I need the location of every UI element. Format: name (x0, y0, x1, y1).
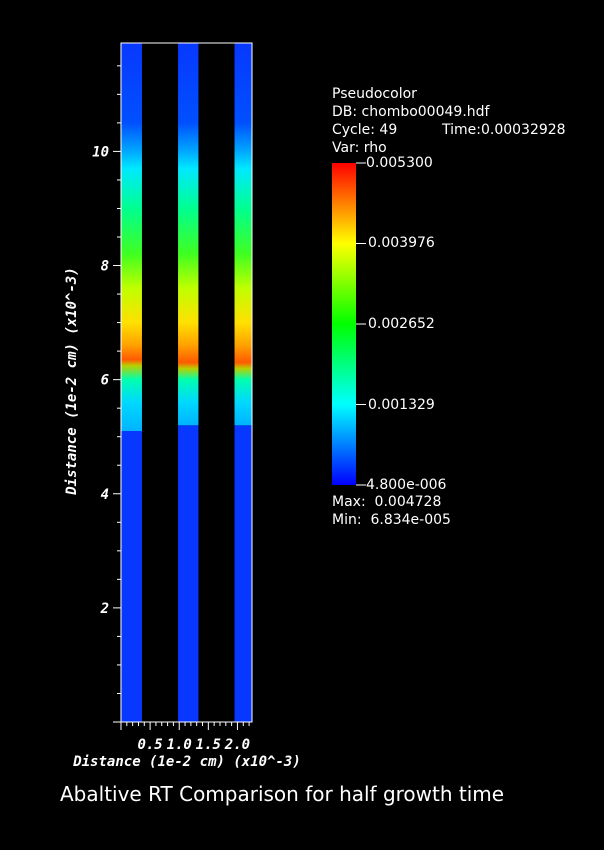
y-tick-label: 8 (101, 259, 109, 275)
x-axis-label: Distance (1e-2 cm) (x10^-3) (72, 754, 301, 770)
legend-db: DB: chombo00049.hdf (332, 104, 490, 120)
x-tick-label: 2.0 (224, 737, 250, 753)
y-tick-label: 6 (101, 373, 109, 389)
colorbar-label-2: 0.002652 (368, 316, 435, 332)
colorbar-label-4: 4.800e-006 (366, 477, 447, 493)
colorbar-label-3: 0.001329 (368, 397, 435, 413)
footer-title: Abaltive RT Comparison for half growth t… (60, 782, 505, 806)
y-axis-ticks: 2 4 6 8 10 (92, 65, 121, 723)
column-2-lower-region (234, 425, 252, 722)
data-columns (121, 43, 252, 722)
x-axis-ticks: 0.5 1.0 1.5 2.0 (120, 722, 250, 753)
x-tick-label: 0.5 (137, 737, 162, 753)
legend-plot-type: Pseudocolor (332, 86, 417, 102)
column-1-mixing-region (178, 43, 199, 426)
colorbar (332, 163, 356, 485)
y-tick-label: 4 (101, 487, 109, 503)
legend-cycle: Cycle: 49 (332, 122, 398, 138)
column-0-mixing-region (121, 43, 142, 431)
colorbar-label-1: 0.003976 (368, 235, 435, 251)
legend-var: Var: rho (332, 140, 387, 156)
column-0-lower-region (121, 431, 142, 722)
plot-frame (120, 42, 253, 723)
axes-box (120, 42, 253, 723)
y-axis-label: Distance (1e-2 cm) (x10^-3) (64, 267, 80, 496)
colorbar-label-0: 0.005300 (366, 155, 433, 171)
colorbar-ticks (356, 162, 366, 486)
legend-max: Max: 0.004728 (332, 494, 442, 510)
y-tick-label: 2 (100, 601, 109, 617)
column-1-lower-region (178, 425, 199, 722)
legend-min: Min: 6.834e-005 (332, 512, 451, 528)
x-tick-label: 1.5 (196, 737, 221, 753)
legend-time: Time:0.00032928 (442, 122, 566, 138)
x-tick-label: 1.0 (167, 737, 192, 753)
y-tick-label: 10 (92, 144, 109, 160)
column-2-mixing-region (234, 43, 252, 426)
